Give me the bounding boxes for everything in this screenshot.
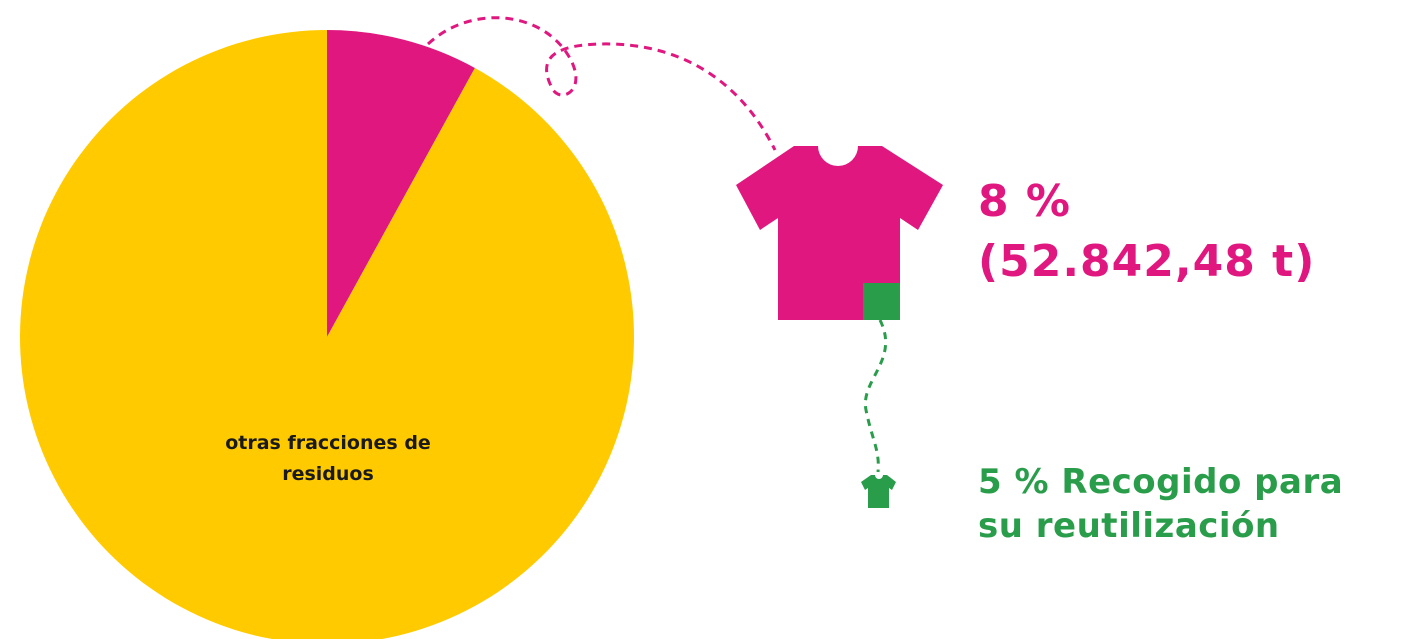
reuse-value: 5 % Recogido para su reutilización [978, 460, 1408, 548]
textile-tonnes: (52.842,48 t) [978, 236, 1316, 287]
other-fractions-label: otras fracciones de residuos [225, 432, 431, 485]
reuse-line-2: su reutilización [978, 506, 1280, 546]
small-t-shirt-icon [861, 475, 896, 508]
pie-slice-other [20, 30, 634, 639]
textile-percent: 8 % [978, 176, 1072, 227]
pie-slice-textile [327, 30, 475, 337]
t-shirt-icon [736, 146, 943, 320]
dashed-connector-top [426, 16, 777, 151]
reuse-line-1: 5 % Recogido para [978, 462, 1344, 502]
textile-value: 8 % (52.842,48 t) [978, 172, 1315, 292]
reuse-square [863, 283, 900, 320]
dashed-connector-bottom [863, 319, 888, 473]
pie-chart [20, 30, 634, 639]
